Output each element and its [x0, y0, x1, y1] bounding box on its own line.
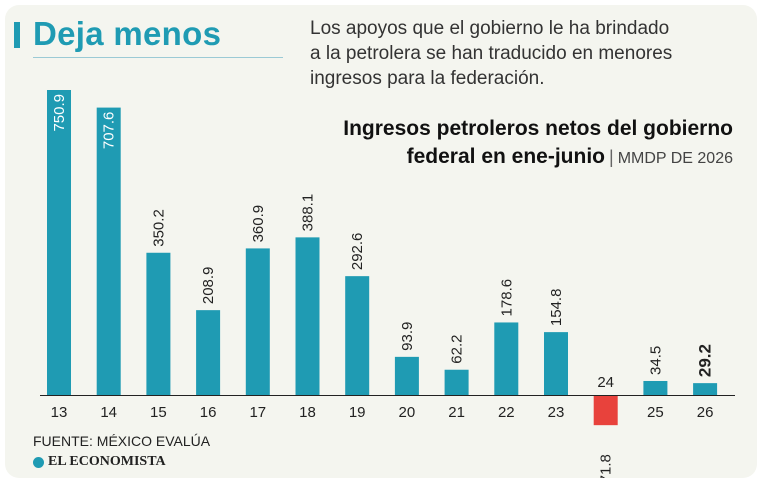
x-tick-label: 26: [697, 404, 714, 421]
x-tick-label: 13: [51, 404, 68, 421]
headline: Deja menos: [33, 15, 222, 52]
data-label: 29.2: [696, 344, 715, 377]
x-tick-label: 19: [349, 404, 366, 421]
chart-unit: MMDP DE 2026: [617, 150, 733, 167]
bar: [544, 332, 568, 395]
data-label: 350.2: [150, 209, 167, 247]
x-tick-label: 20: [399, 404, 416, 421]
intro-line: Los apoyos que el gobierno le ha brindad…: [310, 18, 670, 39]
bar: [444, 369, 469, 395]
intro-line: a la petrolera se han traducido en menor…: [310, 43, 673, 64]
data-label: 178.6: [498, 279, 515, 317]
bar: [593, 396, 618, 426]
bar: [196, 310, 221, 395]
bar: [494, 322, 519, 395]
chart-title-line-2: federal en ene-junio | MMDP DE 2026: [343, 143, 733, 173]
x-tick-label: 23: [548, 404, 565, 421]
chart-card: Deja menos Los apoyos que el gobierno le…: [5, 5, 757, 478]
x-tick-label: 25: [647, 404, 664, 421]
headline-accent-bar: [14, 22, 20, 48]
title-separator: |: [609, 147, 614, 167]
bar: [47, 90, 71, 395]
bar: [146, 252, 171, 395]
bar: [245, 248, 270, 395]
data-label: 750.9: [51, 94, 68, 132]
data-label: 292.6: [349, 233, 366, 271]
data-label: -71.8: [598, 454, 615, 478]
bar: [96, 107, 121, 396]
bar: [693, 383, 718, 395]
bar: [643, 380, 668, 395]
brand-icon: [33, 456, 44, 468]
bar: [295, 237, 320, 395]
intro-line: ingresos para la federación.: [310, 68, 545, 89]
x-tick-label: 16: [200, 404, 217, 421]
x-tick-label: 14: [100, 404, 117, 421]
x-tick-label: 21: [448, 404, 465, 421]
data-label: 34.5: [647, 346, 664, 375]
data-label: 62.2: [449, 335, 466, 364]
x-tick-label: 24: [597, 374, 614, 391]
bar: [394, 356, 419, 395]
data-label: 93.9: [399, 322, 416, 351]
x-tick-label: 15: [150, 404, 167, 421]
intro-text: Los apoyos que el gobierno le ha brindad…: [310, 16, 740, 91]
bar: [345, 276, 370, 395]
data-label: 707.6: [101, 112, 118, 150]
chart-title: Ingresos petroleros netos del gobierno f…: [343, 115, 733, 173]
data-label: 388.1: [299, 194, 316, 232]
data-label: 208.9: [200, 267, 217, 305]
data-label: 360.9: [250, 205, 267, 243]
x-tick-label: 18: [299, 404, 316, 421]
chart-title-line: federal en ene-junio: [406, 145, 605, 168]
brand-name: EL ECONOMISTA: [48, 454, 166, 469]
x-tick-label: 17: [249, 404, 266, 421]
chart-title-line: Ingresos petroleros netos del gobierno: [343, 117, 733, 140]
headline-divider: [33, 57, 283, 58]
source-note: FUENTE: MÉXICO EVALÚA: [33, 433, 211, 449]
data-label: 154.8: [548, 289, 565, 327]
x-tick-label: 22: [498, 404, 515, 421]
bar-chart: 750.9 13 707.6 14 350.2 15 208.9 16 360.9 17 388.1…: [40, 90, 735, 478]
brand-logo: EL ECONOMISTA: [33, 454, 166, 470]
